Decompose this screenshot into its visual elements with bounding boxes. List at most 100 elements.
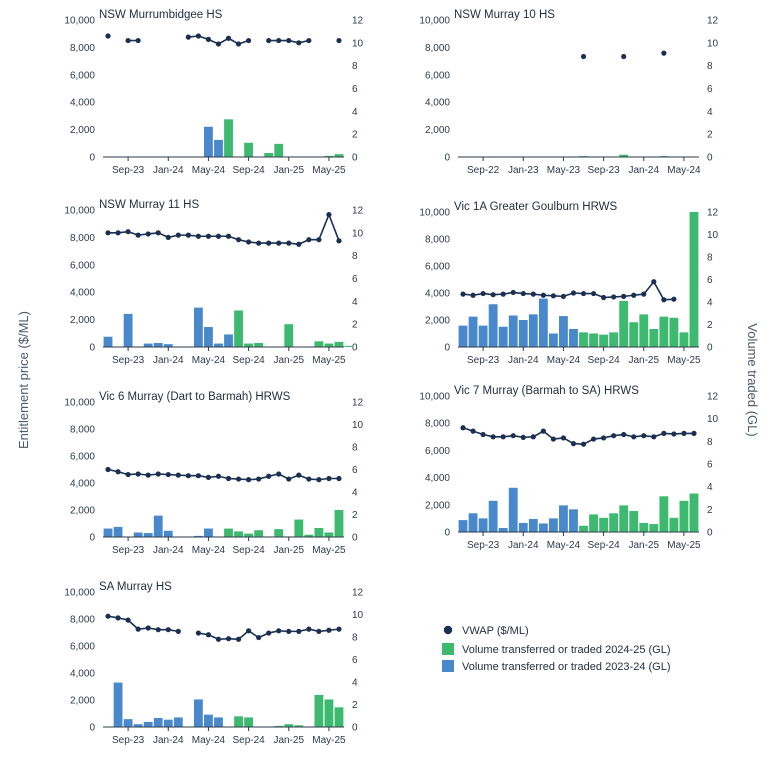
vwap-point — [235, 636, 242, 642]
volume-bar — [589, 333, 598, 347]
x-tick-label: Sep-24 — [232, 545, 265, 556]
x-tick-label: Jan-24 — [153, 545, 184, 556]
left-tick-label: 8,000 — [425, 235, 450, 246]
vwap-point — [225, 636, 232, 642]
vwap-point — [306, 476, 312, 482]
volume-bar — [468, 513, 478, 532]
volume-bar — [234, 716, 243, 727]
left-tick-label: 8,000 — [425, 419, 450, 430]
vwap-point — [316, 628, 322, 634]
volume-bar — [234, 531, 243, 538]
x-tick-label: Jan-24 — [628, 165, 659, 176]
volume-bar — [508, 487, 518, 532]
vwap-point — [580, 290, 587, 297]
right-tick-label: 10 — [707, 414, 719, 425]
vwap-point — [276, 37, 282, 44]
vwap-point — [601, 294, 607, 301]
vwap-line — [462, 280, 674, 301]
volume-bar — [214, 717, 223, 727]
vwap-point — [195, 630, 201, 636]
right-tick-label: 2 — [352, 130, 358, 141]
vwap-point — [621, 293, 627, 299]
right-tick-label: 10 — [352, 420, 364, 431]
vwap-point — [681, 430, 687, 436]
vwap-point — [235, 476, 242, 482]
right-tick-label: 0 — [352, 533, 358, 544]
volume-bar — [599, 517, 609, 532]
vwap-point — [185, 473, 191, 479]
x-tick-label: Sep-23 — [467, 355, 500, 366]
vwap-point — [235, 41, 242, 47]
vwap-point — [276, 240, 282, 246]
right-tick-label: 8 — [352, 251, 358, 262]
left-tick-label: 10,000 — [64, 588, 95, 599]
left-tick-label: 10,000 — [419, 16, 450, 27]
volume-bar — [629, 322, 639, 347]
volume-bar — [254, 343, 264, 347]
x-tick-label: Sep-23 — [112, 355, 145, 366]
vwap-point — [266, 473, 272, 479]
vwap-point — [570, 441, 577, 447]
legend-vwap-label: VWAP ($/ML) — [462, 625, 529, 637]
left-tick-label: 4,000 — [70, 479, 95, 490]
volume-bar — [548, 333, 558, 347]
x-tick-label: Jan-25 — [273, 545, 304, 556]
volume-bar — [599, 334, 609, 348]
volume-bar — [143, 533, 153, 537]
vwap-point — [550, 293, 557, 299]
legend-vwap-dot — [443, 625, 453, 635]
x-tick-label: Sep-23 — [112, 735, 145, 746]
volume-bar — [153, 343, 163, 347]
vwap-point — [500, 291, 506, 297]
volume-bar — [264, 153, 274, 157]
vwap-point — [246, 239, 252, 245]
vwap-point — [550, 436, 557, 442]
volume-bar — [274, 725, 284, 728]
vwap-point — [336, 37, 342, 44]
vwap-point — [671, 431, 677, 437]
left-tick-label: 6,000 — [425, 446, 450, 457]
vwap-point — [105, 613, 111, 619]
volume-bar — [334, 341, 344, 347]
right-tick-label: 0 — [707, 153, 713, 164]
volume-bar — [284, 724, 294, 727]
right-tick-label: 8 — [707, 61, 713, 72]
volume-bar — [669, 317, 679, 347]
volume-bar — [214, 139, 223, 158]
right-tick-label: 6 — [707, 275, 713, 286]
panel-3: NSW Murray 11 HS 0 2,000 4,000 6,000 8,000 10,… — [64, 199, 363, 366]
volume-bar — [284, 324, 294, 347]
vwap-point — [540, 428, 546, 434]
right-tick-label: 2 — [707, 320, 713, 331]
volume-bar — [538, 298, 548, 348]
vwap-point — [115, 230, 121, 236]
vwap-point — [480, 290, 486, 297]
x-tick-label: Sep-24 — [232, 165, 265, 176]
volume-bar — [143, 343, 153, 347]
vwap-point — [276, 628, 282, 634]
vwap-point — [125, 229, 131, 235]
vwap-point — [286, 628, 292, 634]
volume-bar — [133, 724, 143, 727]
volume-bar — [254, 530, 264, 537]
vwap-point — [266, 630, 272, 636]
left-tick-label: 10,000 — [419, 208, 450, 219]
vwap-point — [296, 241, 302, 247]
volume-bar — [518, 320, 528, 347]
x-tick-label: Jan-25 — [273, 165, 304, 176]
volume-bar — [689, 212, 699, 347]
right-tick-label: 12 — [352, 16, 364, 27]
panel-grid: NSW Murrumbidgee HS 0 2,000 4,000 6,000 8,000… — [64, 9, 718, 746]
right-tick-label: 12 — [707, 392, 719, 403]
volume-bar — [498, 528, 508, 532]
right-tick-label: 6 — [352, 655, 358, 666]
vwap-point — [215, 233, 222, 239]
volume-bar — [569, 509, 578, 532]
left-tick-label: 0 — [89, 533, 95, 544]
right-tick-label: 2 — [352, 700, 358, 711]
right-tick-label: 4 — [707, 107, 713, 118]
vwap-point — [145, 625, 151, 631]
right-tick-label: 12 — [352, 398, 364, 409]
x-tick-label: Jan-25 — [628, 355, 659, 366]
volume-bar — [204, 528, 213, 537]
